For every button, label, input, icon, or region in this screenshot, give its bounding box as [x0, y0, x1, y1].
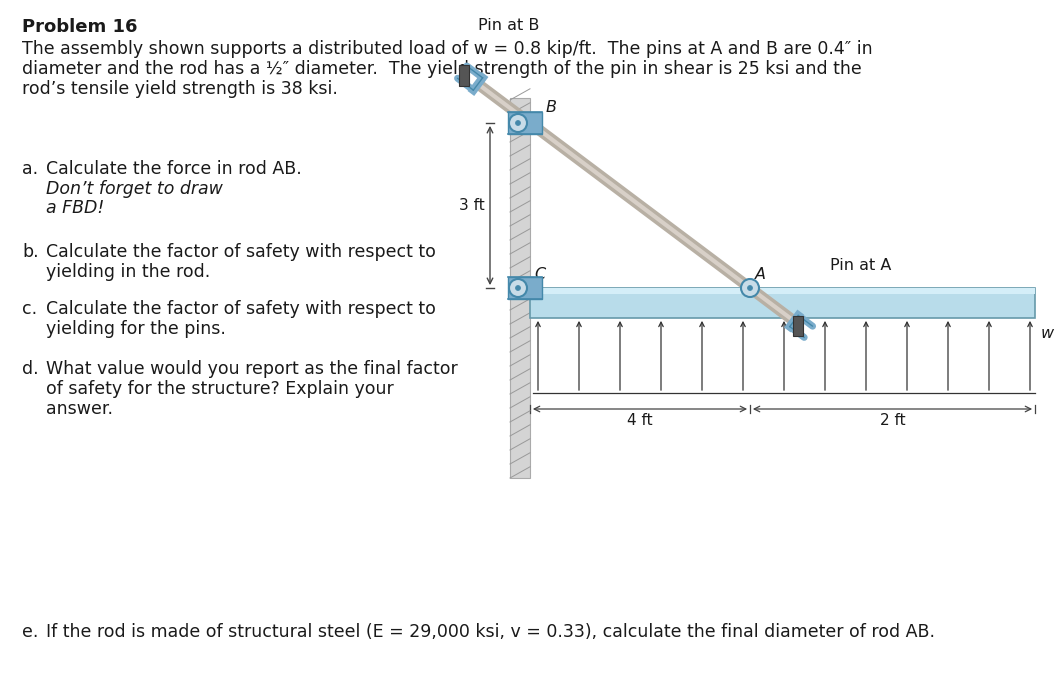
Text: C: C	[534, 267, 545, 282]
Text: A: A	[755, 267, 766, 282]
Bar	[508, 112, 542, 134]
Text: B: B	[546, 100, 557, 115]
Text: Calculate the factor of safety with respect to: Calculate the factor of safety with resp…	[45, 300, 436, 318]
Circle shape	[513, 283, 523, 293]
Text: c.: c.	[22, 300, 37, 318]
Text: Pin at A: Pin at A	[829, 258, 892, 273]
Circle shape	[741, 279, 759, 297]
Text: e.: e.	[22, 623, 38, 641]
Text: w: w	[1041, 325, 1054, 340]
Text: Pin at B: Pin at B	[478, 18, 540, 33]
Text: 2 ft: 2 ft	[879, 413, 906, 428]
Text: yielding in the rod.: yielding in the rod.	[45, 263, 211, 281]
Circle shape	[509, 114, 527, 132]
Circle shape	[515, 121, 521, 125]
Circle shape	[513, 118, 523, 128]
Bar	[508, 277, 542, 299]
Text: answer.: answer.	[45, 400, 113, 418]
Text: d.: d.	[22, 360, 39, 378]
Circle shape	[748, 285, 752, 290]
Text: What value would you report as the final factor: What value would you report as the final…	[45, 360, 458, 378]
Text: b.: b.	[22, 243, 39, 261]
Circle shape	[515, 285, 521, 290]
Text: Calculate the force in rod AB.: Calculate the force in rod AB.	[45, 160, 307, 178]
Bar	[530, 288, 1035, 318]
Text: 4 ft: 4 ft	[627, 413, 653, 428]
Text: a.: a.	[22, 160, 38, 178]
Bar	[459, 64, 469, 86]
Text: The assembly shown supports a distributed load of w = 0.8 kip/ft.  The pins at A: The assembly shown supports a distribute…	[22, 40, 873, 58]
Bar	[794, 316, 803, 336]
Text: Problem 16: Problem 16	[22, 18, 138, 36]
Text: If the rod is made of structural steel (E = 29,000 ksi, v = 0.33), calculate the: If the rod is made of structural steel (…	[45, 623, 935, 641]
Circle shape	[509, 279, 527, 297]
Bar	[510, 98, 530, 478]
Text: diameter and the rod has a ½″ diameter.  The yield strength of the pin in shear : diameter and the rod has a ½″ diameter. …	[22, 60, 862, 78]
Text: a FBD!: a FBD!	[45, 199, 105, 217]
Text: yielding for the pins.: yielding for the pins.	[45, 320, 225, 338]
Text: 3 ft: 3 ft	[459, 198, 485, 213]
Text: of safety for the structure? Explain your: of safety for the structure? Explain you…	[45, 380, 394, 398]
Text: Don’t forget to draw: Don’t forget to draw	[45, 180, 223, 198]
Bar	[530, 288, 1035, 294]
Text: rod’s tensile yield strength is 38 ksi.: rod’s tensile yield strength is 38 ksi.	[22, 80, 338, 98]
Text: Calculate the factor of safety with respect to: Calculate the factor of safety with resp…	[45, 243, 436, 261]
